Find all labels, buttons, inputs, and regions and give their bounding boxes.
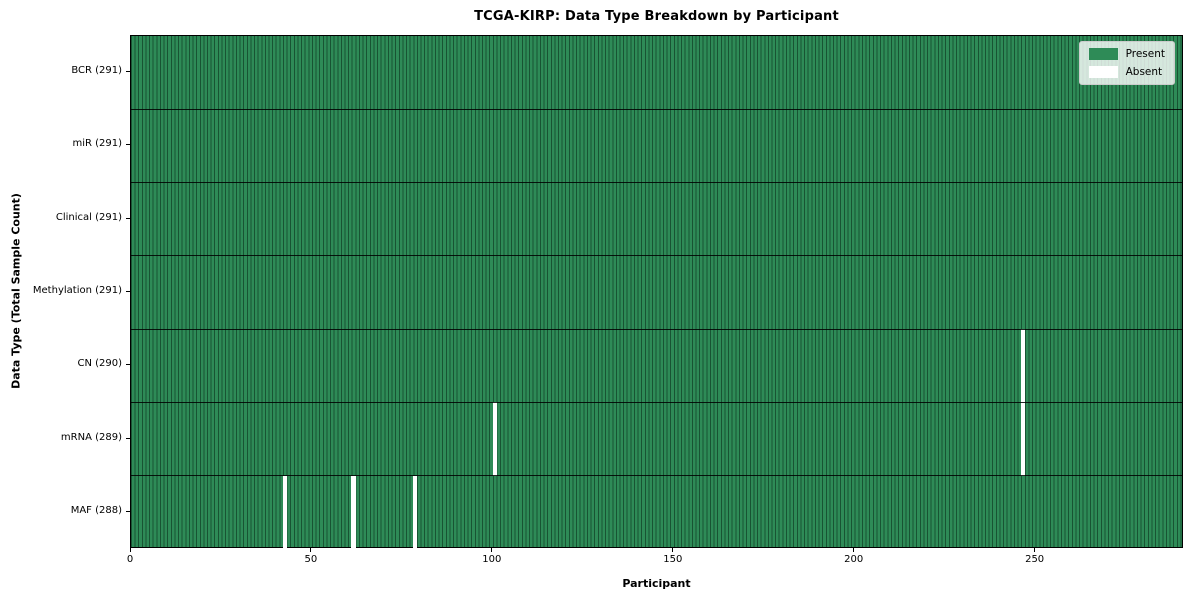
x-axis-label: Participant: [622, 577, 691, 590]
row-separator: [131, 182, 1182, 184]
y-tick-label: Clinical (291): [55, 211, 122, 223]
absent-gap: [351, 475, 356, 549]
absent-gap: [412, 475, 418, 549]
y-tick-label: miR (291): [72, 138, 122, 150]
row-separator: [131, 255, 1182, 257]
plot-area: Present Absent: [130, 35, 1183, 549]
row-separator: [131, 475, 1182, 477]
legend-entry-label: Absent: [1125, 66, 1163, 78]
y-tick-label: BCR (291): [71, 65, 122, 77]
y-tick-label: MAF (288): [70, 504, 122, 516]
legend-swatch-absent: [1088, 66, 1118, 78]
y-tick: [126, 437, 130, 439]
legend-swatch-present: [1088, 48, 1118, 60]
absent-gap: [282, 475, 287, 549]
x-tick-label: 100: [482, 554, 502, 565]
y-tick: [126, 217, 130, 219]
x-tick-label: 200: [844, 554, 864, 565]
y-tick: [126, 291, 130, 292]
row-separator: [131, 108, 1182, 110]
y-tick: [126, 71, 130, 73]
y-tick: [126, 510, 130, 512]
absent-gap: [492, 402, 497, 476]
x-tick: [491, 548, 493, 552]
legend-entry: Present: [1088, 48, 1165, 60]
x-tick-label: 250: [1025, 554, 1045, 565]
x-tick: [310, 548, 312, 552]
row-separator: [131, 328, 1182, 330]
row-separator: [131, 401, 1182, 403]
x-tick: [672, 548, 674, 552]
chart-title: TCGA-KIRP: Data Type Breakdown by Partic…: [474, 9, 839, 24]
x-tick-label: 50: [304, 554, 318, 565]
legend: Present Absent: [1078, 41, 1175, 85]
y-tick: [126, 364, 130, 366]
legend-entry-label: Present: [1125, 48, 1165, 60]
absent-gap: [1020, 402, 1026, 476]
legend-entry: Absent: [1088, 66, 1165, 78]
y-tick-label: Methylation (291): [32, 285, 122, 296]
x-tick-label: 150: [663, 554, 683, 565]
x-tick: [129, 548, 131, 552]
y-tick-label: mRNA (289): [60, 431, 122, 443]
absent-gap: [1020, 329, 1026, 403]
y-tick-label: CN (290): [77, 358, 122, 370]
x-tick-label: 0: [126, 554, 134, 565]
x-tick: [1034, 548, 1036, 552]
x-tick: [853, 548, 855, 552]
y-tick: [126, 144, 130, 146]
